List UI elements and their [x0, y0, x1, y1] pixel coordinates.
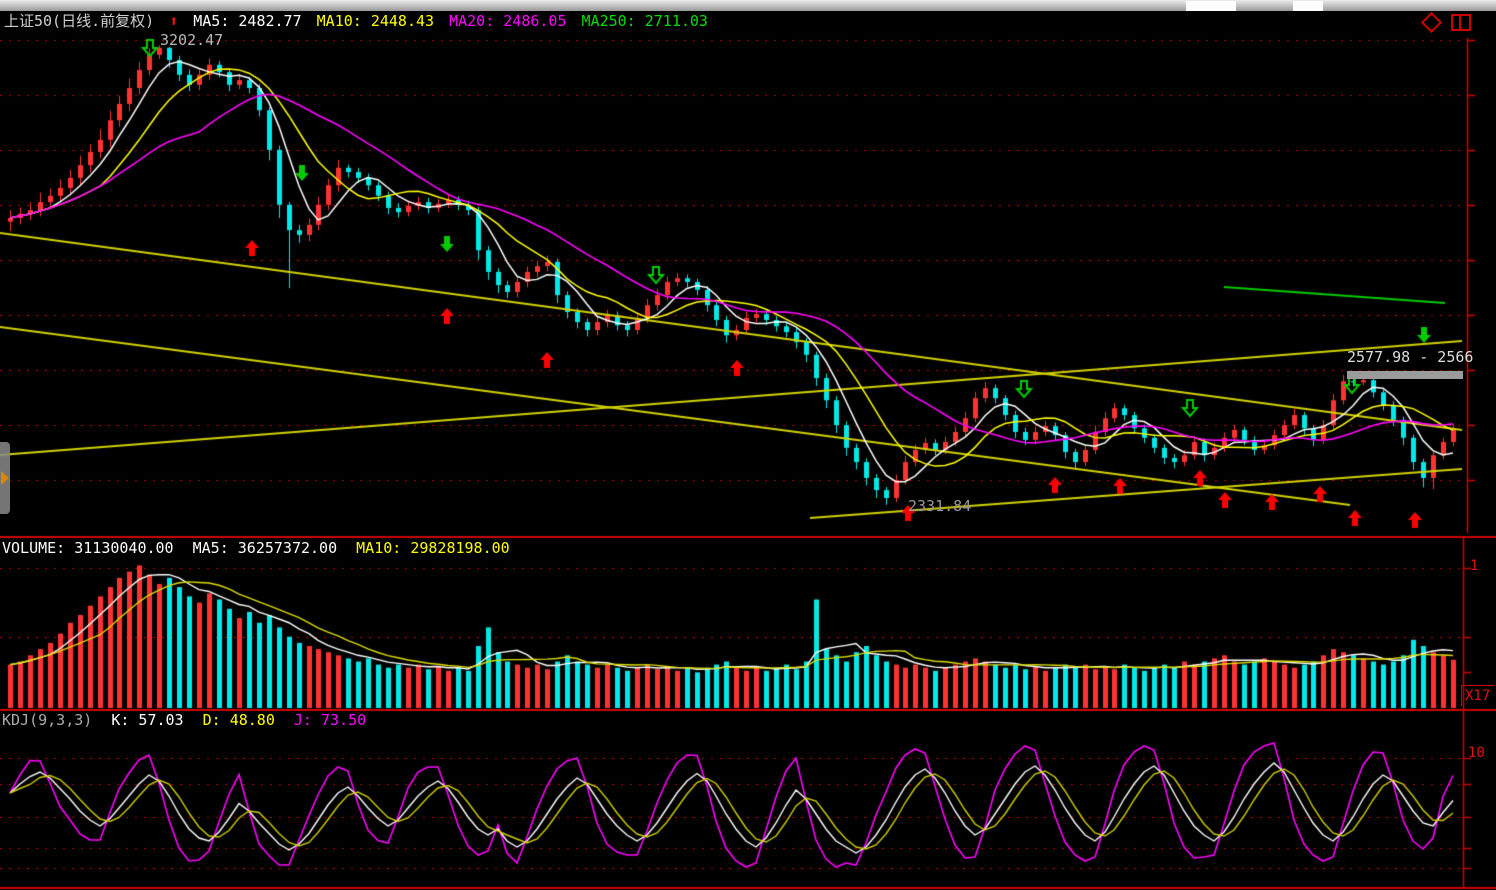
volume-axis-label: 1	[1470, 558, 1479, 574]
kdj-title[interactable]: KDJ(9,3,3)	[2, 711, 93, 729]
collapsed-sidebar-handle[interactable]	[0, 442, 10, 514]
peak-price-label: 3202.47	[160, 31, 224, 49]
panel-controls	[1420, 11, 1471, 34]
buy-signal-arrow-icon: ⬆	[169, 12, 179, 30]
kdj-axis-label: 10	[1468, 745, 1485, 761]
ma250-readout[interactable]: MA250: 2711.03	[581, 12, 708, 30]
window-chrome-strip	[0, 0, 1496, 11]
chrome-tab[interactable]	[1293, 1, 1323, 11]
kdj-k-readout[interactable]: K: 57.03	[111, 711, 184, 729]
ma5-readout[interactable]: MA5: 2482.77	[193, 12, 302, 30]
volume-readout[interactable]: VOLUME: 31130040.00	[2, 539, 174, 557]
ma20-readout[interactable]: MA20: 2486.05	[449, 12, 567, 30]
volume-ma10-readout[interactable]: MA10: 29828198.00	[356, 539, 510, 557]
volume-axis-multiplier: X17	[1461, 685, 1495, 706]
split-window-icon[interactable]	[1451, 14, 1471, 31]
volume-header-row: VOLUME: 31130040.00 MA5: 36257372.00 MA1…	[2, 539, 510, 557]
chrome-tab[interactable]	[1186, 1, 1236, 11]
volume-ma5-readout[interactable]: MA5: 36257372.00	[192, 539, 338, 557]
diamond-icon[interactable]	[1420, 11, 1443, 34]
low-price-label: 2331.84	[908, 497, 972, 515]
ma10-readout[interactable]: MA10: 2448.43	[316, 12, 435, 30]
price-range-bar	[1347, 371, 1463, 379]
expand-arrow-icon	[1, 471, 9, 485]
kdj-header-row: KDJ(9,3,3) K: 57.03 D: 48.80 J: 73.50	[2, 711, 366, 729]
instrument-title: 上证50(日线.前复权)	[4, 12, 155, 30]
indicator-header-row: 上证50(日线.前复权) ⬆ MA5: 2482.77 MA10: 2448.4…	[4, 12, 714, 30]
price-range-tooltip: 2577.98 - 2566	[1347, 348, 1474, 366]
kdj-j-readout[interactable]: J: 73.50	[293, 711, 367, 729]
kdj-d-readout[interactable]: D: 48.80	[202, 711, 275, 729]
